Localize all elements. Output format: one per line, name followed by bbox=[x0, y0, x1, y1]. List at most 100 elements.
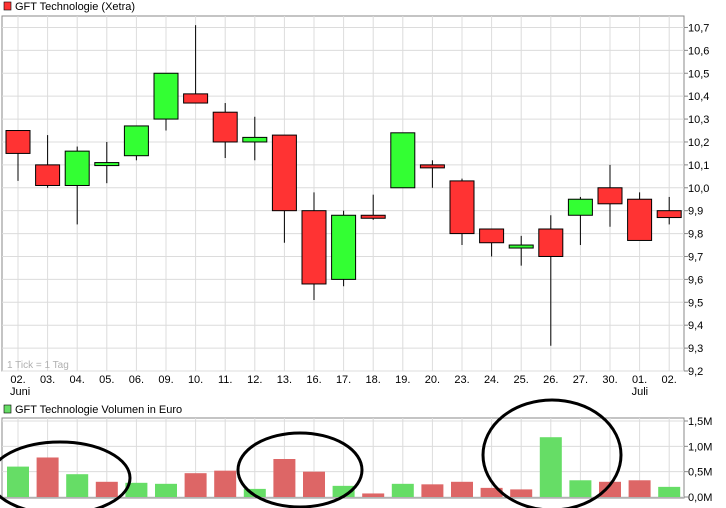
candle-body bbox=[597, 187, 623, 205]
price-y-tick-label: 9,8 bbox=[688, 229, 703, 241]
date-label: 19. bbox=[395, 374, 410, 386]
volume-bar bbox=[243, 488, 266, 497]
circle-annotation bbox=[481, 398, 623, 508]
volume-bar bbox=[480, 487, 503, 497]
candle-body bbox=[242, 136, 268, 143]
volume-bar bbox=[95, 481, 118, 497]
date-label: 13. bbox=[277, 374, 292, 386]
volume-bar bbox=[155, 483, 177, 497]
date-label: 03. bbox=[40, 374, 55, 386]
price-grid bbox=[2, 16, 684, 372]
volume-bar bbox=[214, 470, 237, 497]
candle-body bbox=[656, 210, 682, 219]
candle-body bbox=[360, 214, 386, 219]
volume-bar bbox=[362, 493, 385, 497]
volume-y-tick-label: 0,0M bbox=[688, 492, 712, 504]
volume-bar bbox=[599, 481, 621, 497]
tick-annotation: 1 Tick = 1 Tag bbox=[7, 360, 69, 371]
candle-body bbox=[449, 180, 475, 235]
date-label: 10. bbox=[188, 374, 203, 386]
date-label: 04. bbox=[70, 374, 85, 386]
price-y-tick-label: 10,7 bbox=[688, 22, 709, 34]
price-y-tick-label: 10,5 bbox=[688, 68, 709, 80]
candle-body bbox=[64, 150, 90, 186]
date-label: 17. bbox=[336, 374, 351, 386]
candle-body bbox=[212, 111, 238, 143]
price-y-tick-label: 9,6 bbox=[688, 274, 703, 286]
candle-body bbox=[567, 198, 593, 216]
price-chart-title: GFT Technologie (Xetra) bbox=[15, 1, 135, 13]
circle-annotation bbox=[0, 440, 132, 508]
volume-bar bbox=[332, 485, 355, 497]
date-label: 01. bbox=[632, 374, 647, 386]
price-y-tick-label: 10,1 bbox=[688, 160, 709, 172]
volume-y-tick-label: 1,0M bbox=[688, 441, 712, 453]
date-label: 02. bbox=[662, 374, 677, 386]
date-label: 11. bbox=[218, 374, 232, 386]
date-label: 02. bbox=[10, 374, 25, 386]
volume-bar bbox=[391, 483, 414, 497]
circle-annotation bbox=[236, 431, 364, 508]
price-y-tick-label: 9,9 bbox=[688, 206, 703, 218]
date-label: 05. bbox=[99, 374, 114, 386]
circle-annotations bbox=[0, 398, 623, 508]
price-panel-frame bbox=[1, 15, 685, 372]
price-candles bbox=[5, 25, 682, 346]
date-label: 30. bbox=[602, 374, 617, 386]
date-label: 25. bbox=[514, 374, 529, 386]
date-label: 27. bbox=[573, 374, 588, 386]
month-label: Juni bbox=[10, 386, 30, 398]
candle-body bbox=[390, 132, 416, 189]
candle-body bbox=[153, 72, 179, 120]
candle-body bbox=[94, 162, 120, 167]
candle-body bbox=[123, 125, 149, 157]
volume-y-tick-label: 1,5M bbox=[688, 416, 712, 428]
price-legend-swatch bbox=[3, 1, 12, 11]
volume-y-axis: 1,5M 1,0M 0,5M 0,0M bbox=[684, 416, 712, 504]
month-label: Juli bbox=[632, 386, 649, 398]
date-label: 24. bbox=[484, 374, 499, 386]
candle-body bbox=[538, 228, 564, 257]
price-y-tick-label: 9,2 bbox=[688, 366, 703, 378]
date-label: 06. bbox=[129, 374, 144, 386]
price-y-tick-label: 10,0 bbox=[688, 183, 709, 195]
price-y-tick-label: 9,4 bbox=[688, 320, 703, 332]
volume-bar bbox=[569, 480, 592, 497]
volume-bar bbox=[66, 474, 89, 497]
candle-body bbox=[331, 214, 357, 280]
volume-bar bbox=[7, 466, 29, 497]
candle-body bbox=[508, 244, 534, 249]
candle-body bbox=[301, 210, 327, 285]
volume-bar bbox=[303, 471, 325, 497]
volume-bar bbox=[421, 484, 444, 497]
volume-legend-swatch bbox=[3, 404, 12, 414]
candle-body bbox=[5, 130, 31, 154]
date-label: 20. bbox=[425, 374, 440, 386]
volume-bar bbox=[539, 437, 562, 497]
volume-bar bbox=[125, 482, 148, 497]
date-label: 12. bbox=[247, 374, 262, 386]
volume-bar bbox=[510, 489, 533, 497]
date-label: 26. bbox=[543, 374, 558, 386]
volume-bar bbox=[184, 473, 207, 497]
volume-bars bbox=[7, 437, 681, 497]
price-y-tick-label: 9,7 bbox=[688, 251, 703, 263]
candle-body bbox=[627, 198, 653, 241]
volume-bar bbox=[36, 457, 59, 497]
volume-bar bbox=[451, 481, 473, 497]
date-label: 09. bbox=[158, 374, 173, 386]
price-y-tick-label: 10,4 bbox=[688, 91, 709, 103]
volume-bar bbox=[273, 459, 296, 497]
candle-body bbox=[479, 228, 505, 244]
date-label: 18. bbox=[366, 374, 381, 386]
price-y-tick-label: 10,2 bbox=[688, 137, 709, 149]
candle-body bbox=[419, 164, 445, 169]
date-axis: 02. 03. 04. 05. 06. 09. 10. 11. 12. 13. 16. 17. 18. 1… bbox=[10, 374, 677, 398]
candle-body bbox=[35, 164, 61, 186]
volume-bar bbox=[658, 486, 681, 497]
price-y-tick-label: 9,3 bbox=[688, 343, 703, 355]
candle-body bbox=[271, 134, 297, 212]
date-label: 16. bbox=[306, 374, 321, 386]
price-y-tick-label: 10,6 bbox=[688, 45, 709, 57]
